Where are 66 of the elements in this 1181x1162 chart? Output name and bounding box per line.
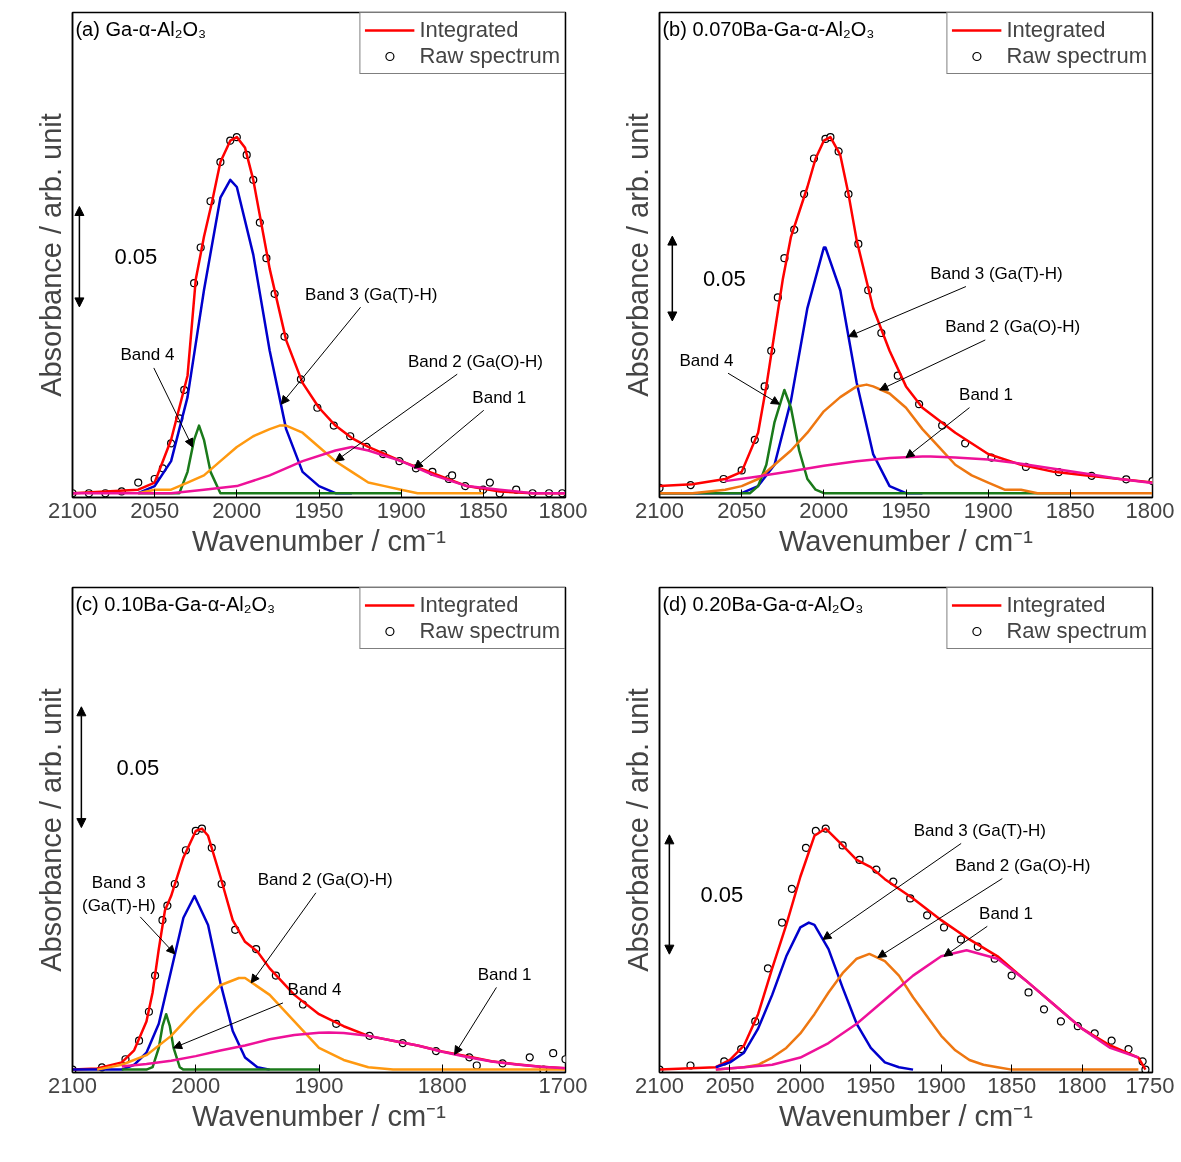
annotation: Band 3 (Ga(T)-H) xyxy=(81,873,156,915)
annotation: 0.05 xyxy=(702,266,746,292)
annotation: Band 4 xyxy=(120,345,175,365)
annotation: Band 3 (Ga(T)-H) xyxy=(913,820,1047,840)
chart-title: (b) 0.070Ba-Ga-α-Al₂O₃ xyxy=(662,18,875,41)
x-tick-label: 2050 xyxy=(717,497,767,523)
legend-label: Integrated xyxy=(1006,592,1106,618)
x-tick-label: 1700 xyxy=(538,1072,588,1098)
chart-title: (d) 0.20Ba-Ga-α-Al₂O₃ xyxy=(662,593,864,616)
annotation: Band 2 (Ga(O)-H) xyxy=(257,870,393,890)
legend-label: Raw spectrum xyxy=(1006,43,1147,69)
annotation: 0.05 xyxy=(114,244,158,270)
x-tick-label: 2000 xyxy=(799,497,849,523)
x-tick-label: 1800 xyxy=(1125,497,1175,523)
x-tick-label: 1900 xyxy=(294,1072,344,1098)
x-tick-label: 2100 xyxy=(48,497,97,523)
annotation: Band 2 (Ga(O)-H) xyxy=(407,351,543,371)
x-axis-title: Wavenumber / cm⁻¹ xyxy=(779,1099,1034,1132)
annotation: Band 2 (Ga(O)-H) xyxy=(955,856,1091,876)
legend-label: Integrated xyxy=(419,17,519,43)
x-tick-label: 1850 xyxy=(987,1072,1037,1098)
annotation: Band 1 xyxy=(477,964,532,984)
x-tick-label: 2000 xyxy=(171,1072,221,1098)
legend-label: Raw spectrum xyxy=(1006,618,1147,644)
x-tick-label: 1900 xyxy=(916,1072,966,1098)
x-axis-title: Wavenumber / cm⁻¹ xyxy=(192,524,447,557)
x-tick-label: 2100 xyxy=(635,1072,684,1098)
x-tick-label: 1800 xyxy=(417,1072,467,1098)
chart-title: (a) Ga-α-Al₂O₃ xyxy=(75,18,207,41)
x-tick-label: 2000 xyxy=(212,497,262,523)
x-tick-label: 1950 xyxy=(294,497,344,523)
x-tick-label: 1800 xyxy=(1057,1072,1107,1098)
annotation: Band 4 xyxy=(287,980,342,1000)
text: 0.05 xyxy=(116,754,160,780)
annotation: Band 4 xyxy=(679,350,734,370)
y-axis-title: Absorbance / arb. unit xyxy=(34,688,67,972)
legend-label: Raw spectrum xyxy=(419,618,560,644)
chart-title: (c) 0.10Ba-Ga-α-Al₂O₃ xyxy=(75,593,276,616)
annotation: 0.05 xyxy=(700,882,744,908)
x-tick-label: 1850 xyxy=(458,497,508,523)
x-tick-label: 2000 xyxy=(775,1072,825,1098)
x-tick-label: 1850 xyxy=(1045,497,1095,523)
x-tick-label: 1950 xyxy=(846,1072,896,1098)
annotation: Band 1 xyxy=(979,903,1033,923)
annotation: Band 1 xyxy=(959,385,1013,405)
x-axis-title: Wavenumber / cm⁻¹ xyxy=(192,1099,447,1132)
x-tick-label: 2100 xyxy=(48,1072,97,1098)
y-axis-title: Absorbance / arb. unit xyxy=(621,113,654,397)
x-tick-label: 1750 xyxy=(1125,1072,1175,1098)
annotation: Band 3 (Ga(T)-H) xyxy=(930,264,1063,284)
legend-label: Integrated xyxy=(419,592,519,618)
x-tick-label: 1900 xyxy=(963,497,1013,523)
x-tick-label: 1950 xyxy=(881,497,931,523)
x-tick-label: 2050 xyxy=(705,1072,755,1098)
x-tick-label: 1800 xyxy=(538,497,588,523)
legend-label: Raw spectrum xyxy=(419,43,560,69)
x-tick-label: 2050 xyxy=(130,497,180,523)
annotation: Band 2 (Ga(O)-H) xyxy=(945,317,1081,337)
x-axis-title: Wavenumber / cm⁻¹ xyxy=(779,524,1034,557)
x-tick-label: 1900 xyxy=(376,497,426,523)
x-tick-label: 2100 xyxy=(635,497,684,523)
y-axis-title: Absorbance / arb. unit xyxy=(621,688,654,972)
annotation: Band 1 xyxy=(472,387,527,407)
legend-label: Integrated xyxy=(1006,17,1106,43)
annotation: Band 3 (Ga(T)-H) xyxy=(305,284,438,304)
y-axis-title: Absorbance / arb. unit xyxy=(34,113,67,397)
